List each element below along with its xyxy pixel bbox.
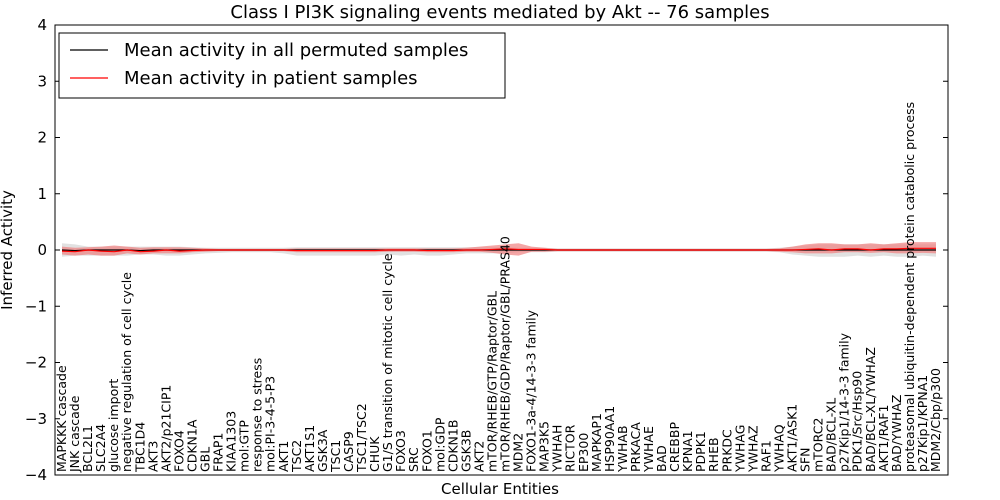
x-category-label: PDPK1 bbox=[693, 431, 708, 472]
x-category-label: GBL bbox=[197, 447, 212, 472]
x-category-label: MDM2/Cbp/p300 bbox=[928, 368, 943, 472]
y-tick-label: −4 bbox=[25, 466, 47, 484]
x-category-label: TSC1 bbox=[328, 440, 343, 473]
x-category-label: BAD/YWHAZ bbox=[889, 395, 904, 472]
x-category-label: FOXO1 bbox=[419, 430, 434, 472]
x-category-label: AKT2/p21CIP1 bbox=[158, 385, 173, 472]
series-line-1 bbox=[61, 247, 936, 253]
legend-box bbox=[58, 32, 506, 99]
x-category-label: YWHAG bbox=[732, 425, 747, 473]
x-category-label: HSP90AA1 bbox=[602, 406, 617, 472]
x-category-label: GSK3B bbox=[458, 430, 473, 472]
x-category-label: BAD/BCL-XL bbox=[824, 398, 839, 472]
x-category-label: mTOR/RHEB/GDP/Raptor/GBL/PRAS40 bbox=[498, 236, 513, 472]
x-category-label: MAPKKK cascade bbox=[54, 365, 69, 472]
x-category-label: EP300 bbox=[576, 433, 591, 472]
x-category-label: AKT1S1 bbox=[302, 425, 317, 472]
y-tick-label: 1 bbox=[37, 185, 47, 203]
y-tick-label: 4 bbox=[37, 16, 47, 34]
x-category-label: SRC bbox=[406, 447, 421, 472]
x-category-label: MDM2 bbox=[511, 433, 526, 472]
x-category-label: AKT2 bbox=[471, 441, 486, 472]
x-category-label: CASP9 bbox=[341, 431, 356, 472]
x-category-label: negative regulation of cell cycle bbox=[119, 272, 134, 472]
x-category-label: G1/S transition of mitotic cell cycle bbox=[380, 253, 395, 472]
x-category-label: mol:PI-3-4-5-P3 bbox=[263, 376, 278, 472]
y-axis-ticks: 4 3 2 1 0 −1 −2 −3 −4 bbox=[25, 16, 948, 484]
x-category-label: RHEB bbox=[706, 437, 721, 472]
y-axis-label: Inferred Activity bbox=[0, 190, 16, 310]
x-category-label: AKT1/RAF1 bbox=[876, 405, 891, 472]
x-category-label: GSK3A bbox=[315, 429, 330, 472]
y-tick-label: 3 bbox=[37, 72, 47, 90]
x-category-label: AKT1 bbox=[276, 441, 291, 472]
y-tick-label: −2 bbox=[25, 354, 47, 372]
x-category-label: mol:GTP bbox=[237, 420, 252, 472]
x-category-label: PRKDC bbox=[719, 429, 734, 472]
x-category-label: p27Kip1/14-3-3 family bbox=[837, 332, 852, 472]
x-category-label: BAD/BCL-XL/YWHAZ bbox=[863, 347, 878, 472]
x-axis-label: Cellular Entities bbox=[441, 480, 559, 498]
legend: Mean activity in all permuted samples Me… bbox=[58, 32, 506, 99]
x-category-label: JNK cascade bbox=[67, 395, 82, 473]
x-category-label: BCL2L1 bbox=[80, 425, 95, 472]
x-category-label: CDKN1B bbox=[445, 420, 460, 472]
x-category-label: mTORC2 bbox=[811, 418, 826, 472]
x-category-label: KPNA1 bbox=[680, 430, 695, 472]
x-category-label: TSC2 bbox=[289, 440, 304, 473]
x-category-label: response to stress bbox=[250, 358, 265, 472]
x-category-label: KIAA1303 bbox=[224, 411, 239, 472]
x-category-label: mol:GDP bbox=[432, 417, 447, 472]
x-category-label: SLC2A4 bbox=[93, 424, 108, 472]
x-category-label: YWHAQ bbox=[771, 424, 786, 473]
x-category-label: BAD bbox=[654, 445, 669, 472]
x-category-label: FOXO3 bbox=[393, 430, 408, 472]
x-category-label: glucose import bbox=[106, 379, 121, 472]
x-category-label: PDK1/Src/Hsp90 bbox=[850, 371, 865, 472]
legend-label-permuted: Mean activity in all permuted samples bbox=[124, 40, 468, 61]
x-category-label: TSC1/TSC2 bbox=[354, 403, 369, 473]
y-tick-label: 0 bbox=[37, 241, 47, 259]
x-category-label: RICTOR bbox=[563, 424, 578, 472]
x-category-label: proteasomal ubiquitin-dependent protein … bbox=[902, 102, 917, 472]
legend-label-patient: Mean activity in patient samples bbox=[124, 68, 418, 89]
x-category-label: mTOR/RHEB/GTP/Raptor/GBL bbox=[484, 291, 499, 472]
x-category-label: YWHAB bbox=[615, 425, 630, 473]
x-category-label: FOXO4 bbox=[171, 430, 186, 472]
chart-title: Class I PI3K signaling events mediated b… bbox=[230, 2, 769, 23]
x-category-label: PRKACA bbox=[628, 422, 643, 472]
x-category-label: p27Kip1/KPNA1 bbox=[915, 375, 930, 472]
y-tick-label: 2 bbox=[37, 129, 47, 147]
x-category-label: RAF1 bbox=[758, 440, 773, 472]
x-category-label: TBC1D4 bbox=[132, 422, 147, 473]
x-category-label: CHUK bbox=[367, 436, 382, 472]
x-category-label: YWHAH bbox=[550, 425, 565, 473]
x-category-label: SFN bbox=[798, 448, 813, 472]
x-category-label: AKT1/ASK1 bbox=[785, 404, 800, 472]
plot-frame bbox=[54, 24, 949, 476]
y-tick-label: −1 bbox=[25, 297, 47, 315]
y-tick-label: −3 bbox=[25, 410, 47, 428]
x-category-label: FOXO1-3a-4/14-3-3 family bbox=[524, 309, 539, 472]
x-category-label: YWHAE bbox=[641, 426, 656, 473]
x-category-label: AKT3 bbox=[145, 441, 160, 472]
x-category-label: MAP3K5 bbox=[537, 421, 552, 472]
line-layer bbox=[61, 247, 936, 253]
x-category-label: YWHAZ bbox=[745, 425, 760, 473]
x-category-label: MAPKAP1 bbox=[589, 413, 604, 472]
x-category-label: CREBBP bbox=[667, 422, 682, 472]
x-category-label: FRAP1 bbox=[211, 433, 226, 472]
x-category-label: CDKN1A bbox=[184, 419, 199, 472]
